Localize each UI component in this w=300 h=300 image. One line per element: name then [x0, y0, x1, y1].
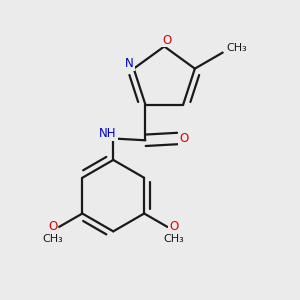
- Text: CH₃: CH₃: [42, 234, 63, 244]
- Text: O: O: [169, 220, 178, 233]
- Text: O: O: [162, 34, 171, 46]
- Text: CH₃: CH₃: [226, 43, 247, 53]
- Text: O: O: [48, 220, 57, 233]
- Text: N: N: [125, 58, 134, 70]
- Text: CH₃: CH₃: [164, 234, 184, 244]
- Text: NH: NH: [99, 127, 117, 140]
- Text: O: O: [179, 132, 189, 145]
